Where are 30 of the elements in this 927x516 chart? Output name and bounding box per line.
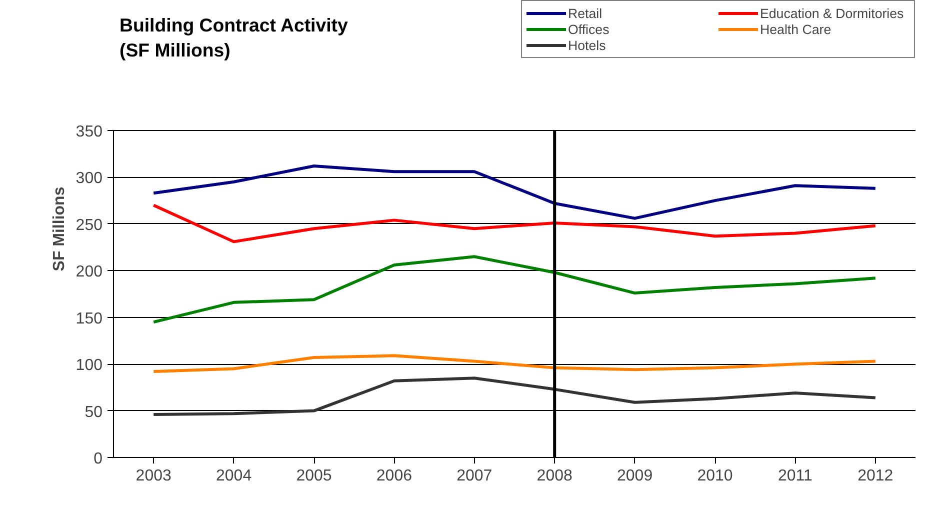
legend-label: Offices xyxy=(568,21,610,37)
legend-label: Hotels xyxy=(568,37,607,53)
y-tick-label: 0 xyxy=(94,450,103,468)
x-tick-label: 2010 xyxy=(697,468,733,484)
x-tick-label: 2011 xyxy=(778,468,813,484)
y-axis-title: SF Millions xyxy=(50,186,68,272)
legend-label: Education & Dormitories xyxy=(760,5,905,21)
y-tick-label: 150 xyxy=(76,310,103,328)
y-tick-label: 350 xyxy=(76,124,103,140)
line-series xyxy=(152,376,877,416)
y-tick-label: 50 xyxy=(84,404,103,421)
line-series xyxy=(152,255,877,324)
line-series xyxy=(152,354,877,374)
y-tick-label: 100 xyxy=(76,357,103,374)
legend-label: Health Care xyxy=(760,21,832,37)
x-tick-label: 2004 xyxy=(216,468,252,484)
x-tick-label: 2012 xyxy=(858,468,894,484)
x-tick-label: 2008 xyxy=(536,468,572,484)
x-tick-label: 2006 xyxy=(376,468,412,484)
x-tick-label: 2005 xyxy=(296,468,332,484)
line-series xyxy=(152,164,877,220)
line-series xyxy=(152,204,877,244)
y-tick-label: 250 xyxy=(76,216,103,234)
chart-title: Building Contract Activity (SF Millions) xyxy=(120,14,348,61)
y-tick-label: 300 xyxy=(76,170,103,188)
x-tick-label: 2009 xyxy=(617,468,653,484)
legend-label: Retail xyxy=(568,5,604,21)
x-tick-label: 2007 xyxy=(456,468,492,484)
y-tick-label: 200 xyxy=(76,264,103,281)
x-tick-label: 2003 xyxy=(136,468,172,484)
